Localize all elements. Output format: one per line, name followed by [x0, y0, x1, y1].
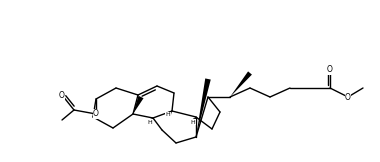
Polygon shape — [230, 71, 252, 97]
Polygon shape — [133, 96, 144, 114]
Text: H: H — [166, 112, 170, 117]
Text: H: H — [191, 120, 195, 125]
Text: O: O — [93, 110, 99, 118]
Text: O: O — [59, 91, 65, 99]
Text: O: O — [345, 93, 351, 102]
Text: H: H — [147, 120, 152, 125]
Polygon shape — [196, 78, 211, 137]
Text: O: O — [327, 65, 333, 75]
